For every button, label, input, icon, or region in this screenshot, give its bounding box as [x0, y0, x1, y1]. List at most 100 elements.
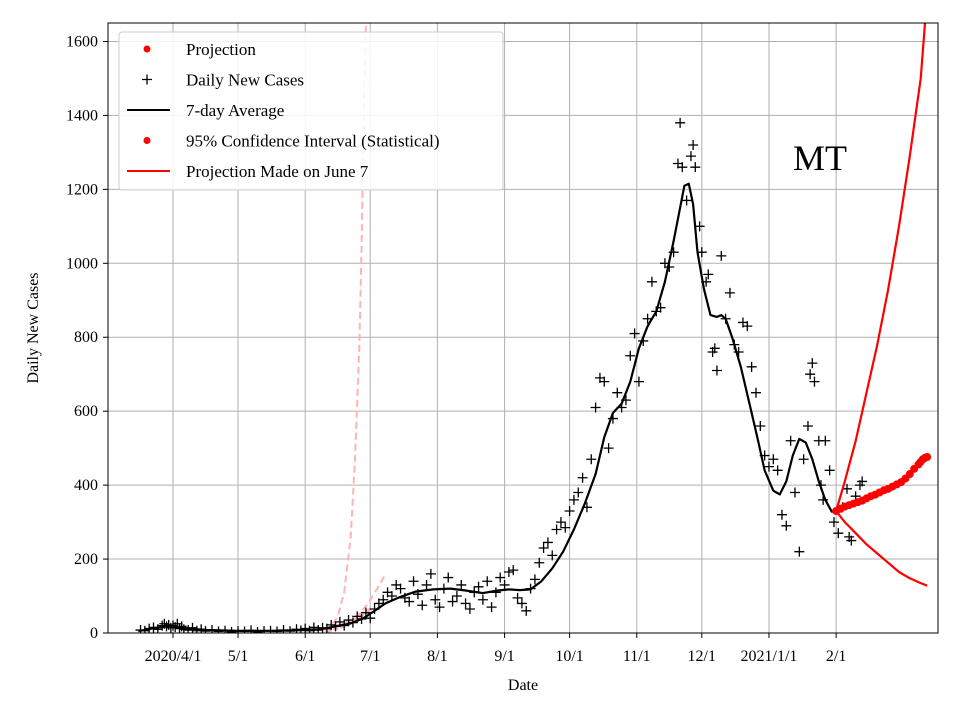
case-point — [828, 517, 839, 528]
case-point — [603, 443, 614, 454]
case-point — [824, 465, 835, 476]
series-line-7-day-average — [138, 182, 837, 633]
x-tick-label: 5/1 — [228, 648, 248, 665]
series-line-projection-made-on-june-7-lower — [324, 574, 387, 633]
x-tick-label: 11/1 — [623, 648, 651, 665]
case-point — [551, 524, 562, 535]
case-point — [750, 387, 761, 398]
legend-marker-dot — [143, 137, 151, 144]
case-point — [789, 487, 800, 498]
plot-frame — [107, 22, 939, 634]
case-point — [681, 195, 692, 206]
case-point — [404, 596, 415, 607]
case-point — [857, 476, 868, 487]
case-point — [555, 517, 566, 528]
y-tick-label: 800 — [74, 329, 98, 346]
case-point — [499, 579, 510, 590]
y-tick-label: 0 — [90, 625, 98, 642]
case-point — [477, 594, 488, 605]
y-tick-label: 1400 — [66, 107, 98, 124]
case-point — [733, 347, 744, 358]
case-point — [577, 472, 588, 483]
case-point — [746, 361, 757, 372]
case-point — [807, 358, 818, 369]
case-point — [512, 592, 523, 603]
case-point — [300, 623, 311, 633]
case-point — [833, 528, 844, 539]
case-point — [560, 522, 571, 533]
case-point — [590, 402, 601, 413]
case-point — [529, 574, 540, 585]
case-point — [425, 568, 436, 579]
legend-label: Projection Made on June 7 — [186, 162, 369, 181]
case-point — [191, 625, 202, 633]
case-point — [447, 596, 458, 607]
case-point — [690, 162, 701, 173]
case-point — [685, 151, 696, 162]
x-axis-title: Date — [508, 677, 538, 694]
case-point — [781, 520, 792, 531]
case-point — [434, 602, 445, 613]
case-point — [564, 506, 575, 516]
case-point — [503, 567, 514, 577]
case-point — [451, 591, 462, 602]
case-point — [408, 576, 419, 587]
legend-item-7-day-average: 7-day Average — [127, 101, 284, 120]
series-line-95-confidence-interval-lower — [835, 510, 928, 587]
case-point — [586, 454, 597, 465]
series-projection-made-on-june-7-lower — [324, 574, 387, 633]
x-tick-label: 9/1 — [494, 648, 514, 665]
y-tick-label: 400 — [74, 477, 98, 494]
legend-label: Projection — [186, 40, 256, 59]
case-point — [675, 117, 686, 128]
legend-label: 7-day Average — [186, 101, 284, 120]
case-point — [776, 509, 787, 520]
case-point — [464, 603, 475, 614]
case-point — [395, 583, 406, 594]
case-point — [516, 598, 527, 609]
case-point — [568, 494, 579, 505]
case-point — [486, 602, 497, 613]
case-point — [724, 287, 735, 298]
case-point — [542, 537, 553, 548]
case-point — [308, 622, 319, 633]
case-point — [213, 626, 224, 633]
case-point — [386, 591, 397, 602]
series-layer — [135, 23, 932, 633]
legend-item-daily-new-cases: Daily New Cases — [142, 71, 304, 90]
y-tick-label: 1600 — [66, 33, 98, 50]
x-tick-label: 8/1 — [427, 648, 447, 665]
legend: Projection Daily New Cases 7-day Average 95… — [118, 31, 504, 191]
y-tick-label: 1000 — [66, 255, 98, 272]
case-point — [612, 387, 623, 398]
case-point — [688, 140, 699, 150]
case-point — [846, 535, 857, 546]
case-point — [646, 276, 657, 287]
case-point — [599, 376, 610, 387]
legend-item-projection: Projection — [143, 40, 256, 59]
case-point — [798, 454, 809, 465]
case-point — [742, 321, 753, 332]
y-tick-label: 600 — [74, 403, 98, 420]
case-point — [694, 221, 705, 232]
y-tick-label: 200 — [74, 551, 98, 568]
case-point — [802, 420, 813, 431]
x-axis: 2020/4/1 5/1 6/1 7/1 8/1 9/1 10/1 11/1 12/1 2021/… — [145, 633, 846, 665]
case-point — [805, 369, 816, 380]
legend-marker-dot — [143, 45, 151, 53]
y-tick-label: 1200 — [66, 181, 98, 198]
case-point — [473, 581, 484, 592]
case-point — [709, 343, 720, 354]
case-point — [430, 594, 441, 605]
case-point — [755, 420, 766, 431]
legend-box — [118, 31, 504, 191]
case-point — [421, 579, 432, 590]
case-point — [460, 598, 471, 609]
series-95-confidence-interval-upper — [835, 23, 927, 512]
projection-point — [923, 453, 932, 462]
x-tick-label: 7/1 — [360, 648, 380, 665]
x-tick-label: 2021/1/1 — [741, 648, 798, 665]
case-point — [809, 376, 820, 387]
case-point — [534, 557, 545, 568]
series-line-95-confidence-interval-upper — [835, 23, 927, 512]
